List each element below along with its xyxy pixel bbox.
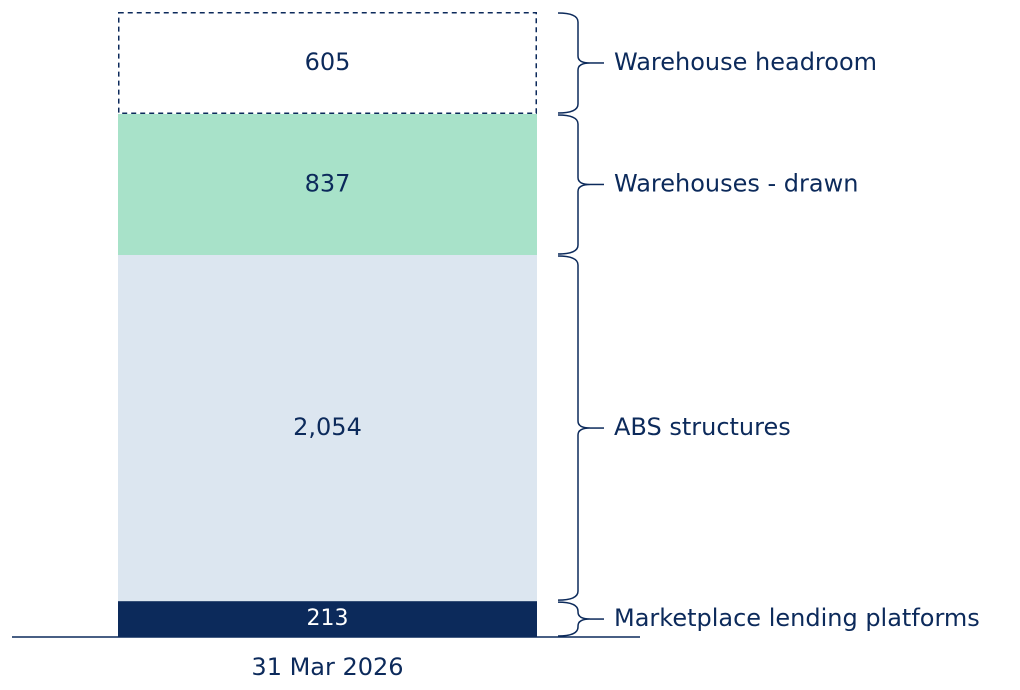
legend-label: Warehouse headroom — [614, 48, 877, 76]
bar-segment — [118, 254, 537, 602]
x-tick-label: 31 Mar 2026 — [251, 653, 403, 681]
legend-label: ABS structures — [614, 413, 791, 441]
legend-label: Marketplace lending platforms — [614, 604, 980, 632]
data-label: 605 — [305, 48, 351, 76]
data-label: 837 — [305, 169, 351, 197]
data-label: 213 — [307, 606, 349, 631]
bar-segment — [118, 601, 537, 637]
brace — [557, 12, 591, 114]
brace — [557, 114, 591, 255]
brace — [557, 255, 591, 601]
bar-segment — [118, 12, 537, 114]
brace — [557, 601, 591, 637]
data-label: 2,054 — [293, 413, 362, 441]
bar-segment — [118, 113, 537, 255]
legend-label: Warehouses - drawn — [614, 169, 858, 197]
